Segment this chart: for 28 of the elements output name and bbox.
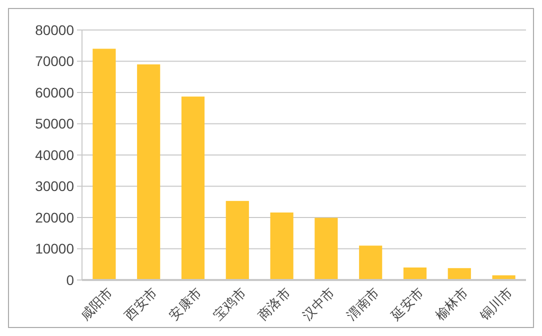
y-tick-label: 30000 <box>35 178 74 194</box>
x-tick-label: 宝鸡市 <box>210 284 249 323</box>
x-tick-label: 咸阳市 <box>77 284 116 323</box>
bar <box>226 200 249 280</box>
y-tick-label: 60000 <box>35 84 74 100</box>
y-tick-label: 70000 <box>35 53 74 70</box>
x-tick-label: 安康市 <box>166 284 204 323</box>
x-tick-label: 西安市 <box>122 284 160 323</box>
x-tick-label: 商洛市 <box>254 284 294 323</box>
bar <box>403 268 427 280</box>
bar <box>314 218 338 280</box>
bar <box>137 64 160 280</box>
x-tick-label: 延安市 <box>387 284 426 324</box>
x-tick-label: 汉中市 <box>299 284 338 323</box>
y-tick-label: 10000 <box>35 240 74 257</box>
y-tick-label: 0 <box>66 272 74 288</box>
bar <box>359 246 382 280</box>
x-tick-label: 铜川市 <box>476 284 516 324</box>
bar <box>92 48 116 280</box>
x-tick-label: 渭南市 <box>344 284 382 323</box>
y-tick-label: 40000 <box>35 146 74 163</box>
bar <box>181 96 205 280</box>
y-tick-label: 80000 <box>35 22 74 38</box>
y-tick-label: 50000 <box>35 116 74 132</box>
x-tick-label: 榆林市 <box>432 284 471 323</box>
y-tick-label: 20000 <box>35 209 74 226</box>
bar <box>448 268 471 280</box>
bar <box>270 212 294 280</box>
